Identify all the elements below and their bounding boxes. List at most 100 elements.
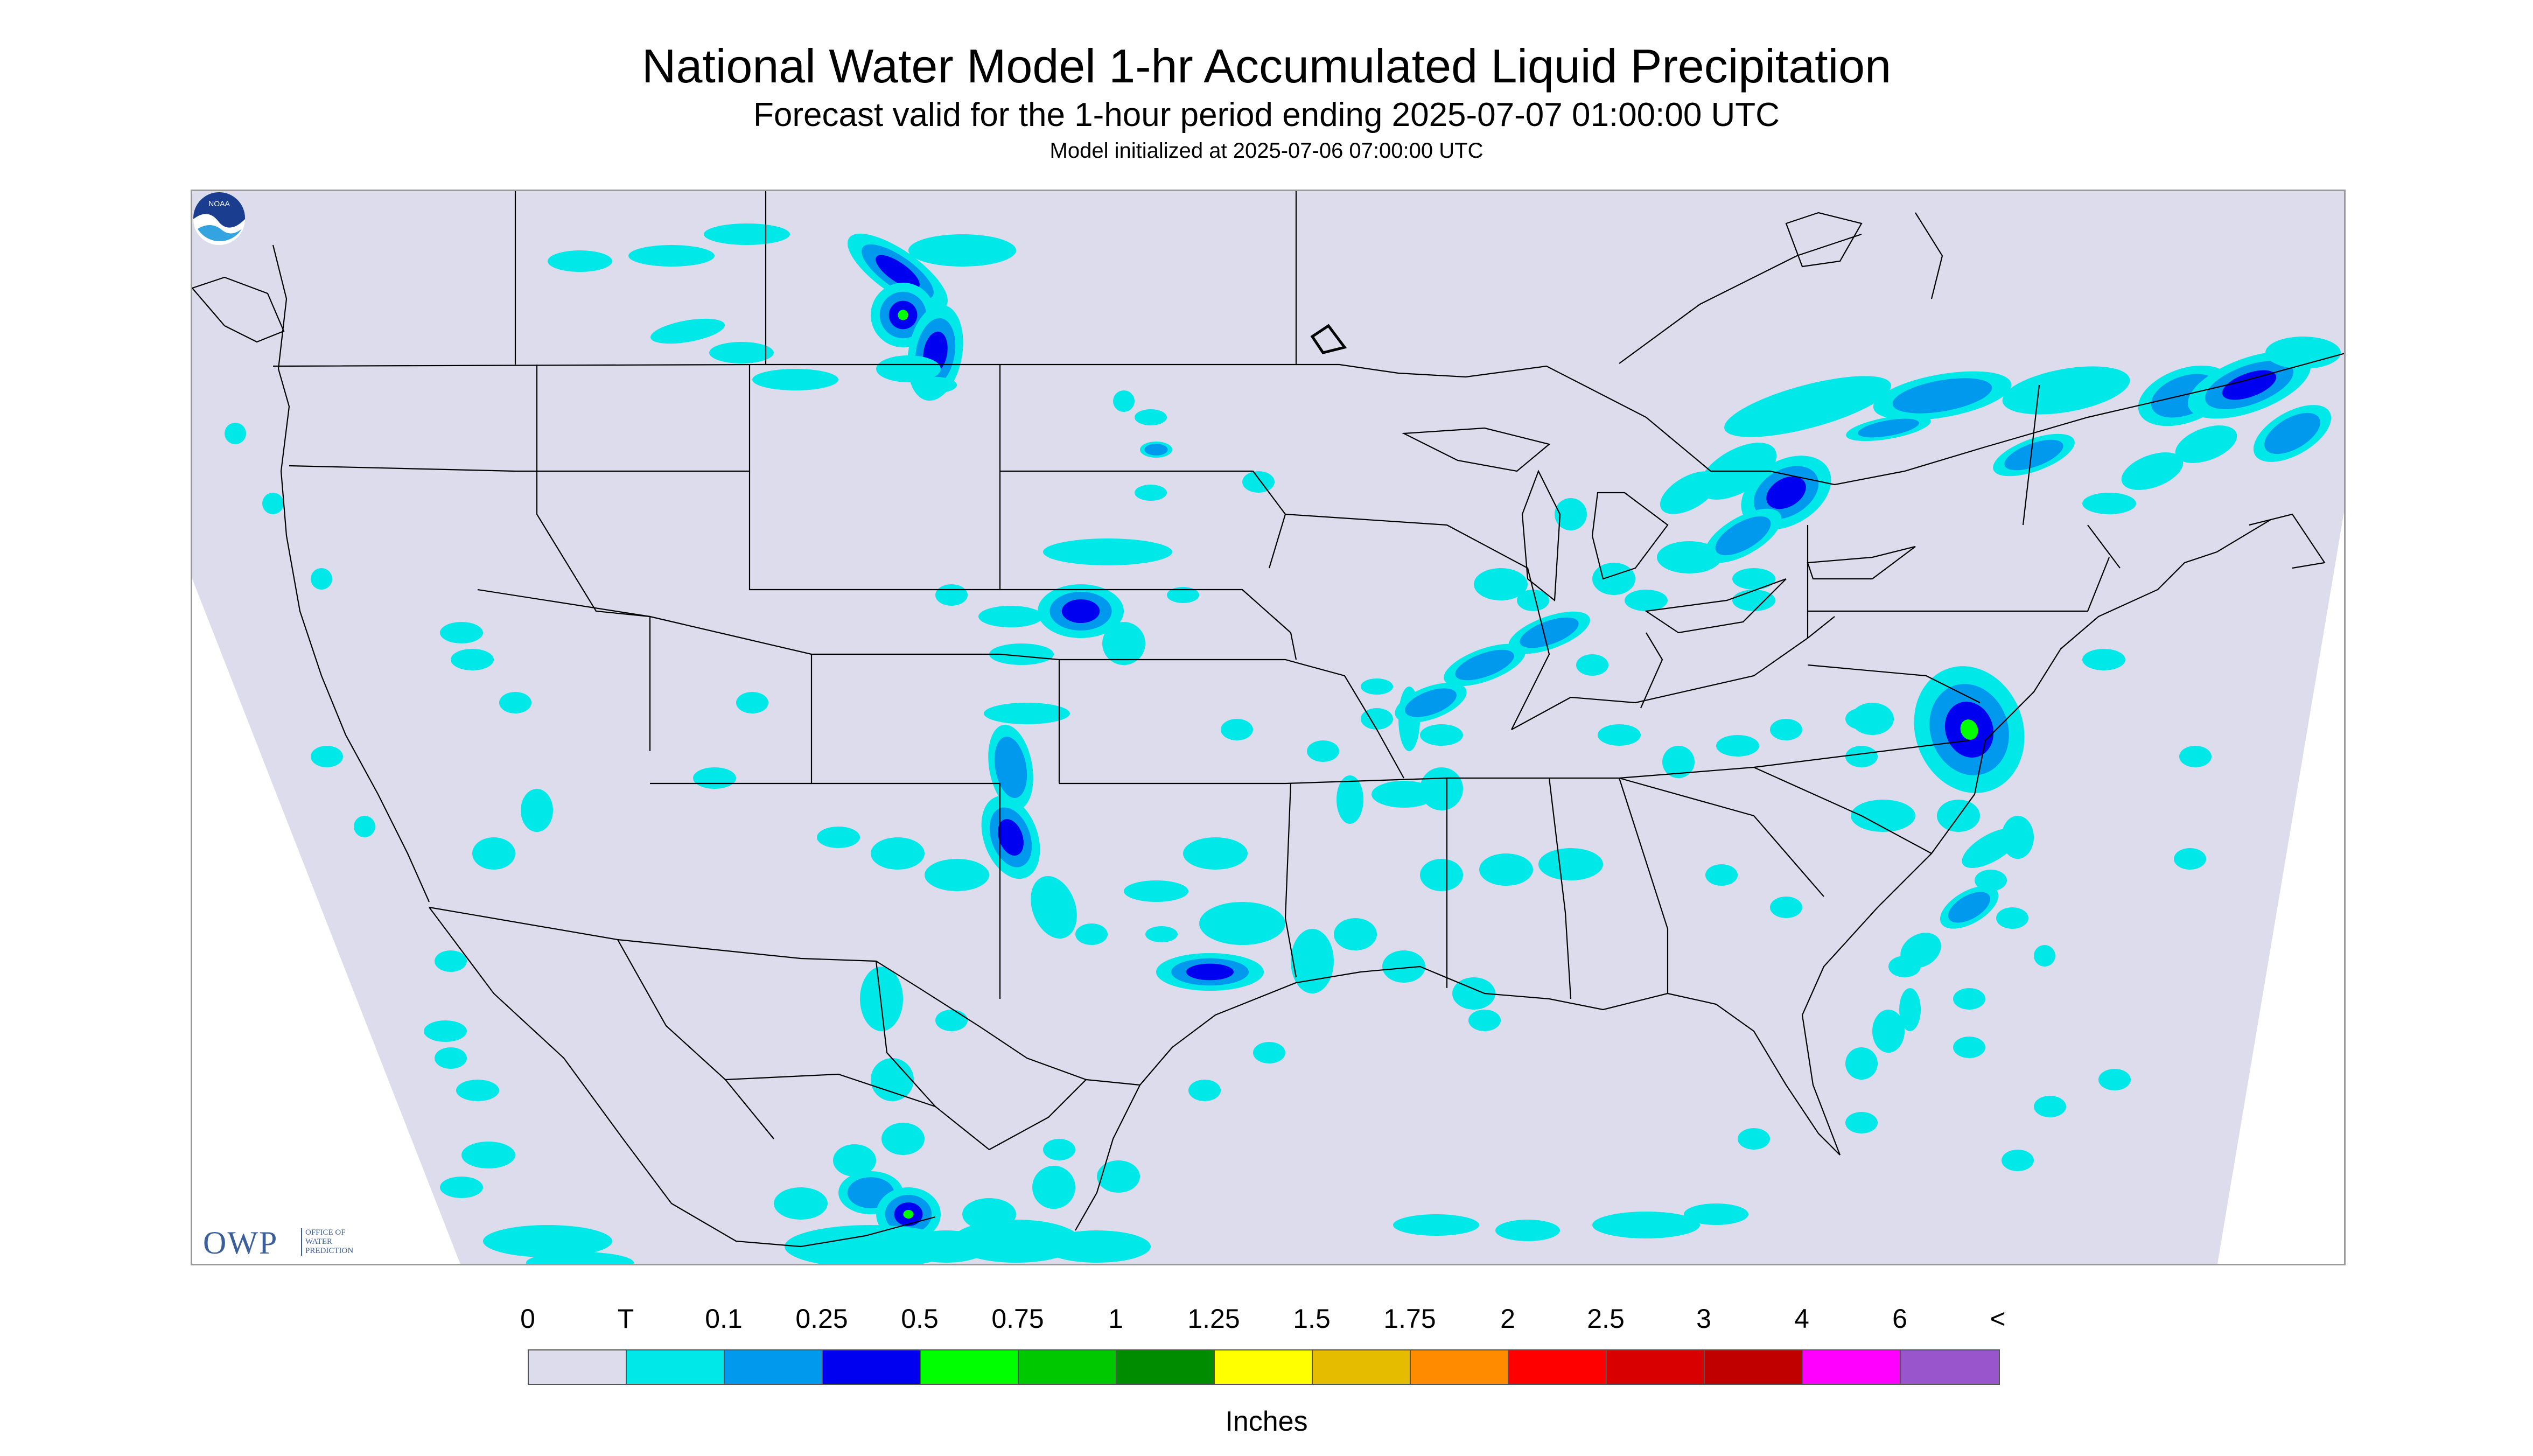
precipitation-cell — [860, 967, 903, 1031]
legend-label: 2 — [1500, 1304, 1515, 1334]
owp-logo: OWP OFFICE OF WATER PREDICTION — [203, 1225, 375, 1263]
precipitation-cell — [1479, 853, 1533, 886]
precipitation-cell — [1766, 476, 1806, 509]
precipitation-cell — [1538, 848, 1603, 880]
precipitation-cell — [1996, 907, 2028, 929]
precipitation-cell — [1113, 390, 1135, 412]
precipitation-cell — [1892, 378, 1992, 414]
precipitation-cell — [472, 837, 515, 870]
legend-swatch — [1607, 1350, 1705, 1384]
precipitation-cell — [1337, 775, 1363, 824]
precipitation-cell — [1474, 568, 1528, 600]
precipitation-cell — [704, 223, 790, 245]
legend-swatch — [823, 1350, 921, 1384]
precipitation-cell — [876, 255, 920, 289]
precipitation-cell — [2222, 370, 2277, 400]
precipitation-cell — [1043, 1139, 1075, 1160]
owp-logo-word: OWP — [203, 1225, 278, 1261]
legend-label: T — [617, 1304, 634, 1334]
noaa-logo-icon: NOAA — [193, 192, 245, 245]
precipitation-cell — [876, 355, 941, 382]
precipitation-cell — [1684, 1203, 1748, 1225]
legend-swatch — [1509, 1350, 1607, 1384]
map-subtitle: Forecast valid for the 1-hour period end… — [753, 96, 1780, 134]
precipitation-cell — [262, 493, 284, 514]
legend-label: 0.25 — [795, 1304, 848, 1334]
precipitation-cell — [2098, 1069, 2131, 1090]
precipitation-cell — [994, 737, 1027, 798]
precipitation-cell — [1592, 1212, 1700, 1238]
precipitation-cell — [1495, 1220, 1560, 1241]
precipitation-cell — [2175, 425, 2237, 463]
legend-swatch — [1901, 1350, 1999, 1384]
model-init-line: Model initialized at 2025-07-06 07:00:00… — [1049, 139, 1484, 163]
precipitation-cell — [1420, 859, 1463, 891]
precipitation-cell — [2002, 1150, 2034, 1171]
precipitation-cell — [752, 369, 838, 390]
precipitation-cell — [1420, 767, 1463, 810]
precipitation-cell — [1455, 649, 1514, 681]
precipitation-cell — [311, 746, 343, 767]
precipitation-cell — [1953, 1037, 1985, 1058]
precipitation-cell — [903, 1230, 989, 1263]
precipitation-cell — [1253, 1042, 1285, 1063]
precipitation-cell — [526, 1252, 634, 1264]
precipitation-cell — [1899, 988, 1921, 1031]
legend-label: 1.25 — [1187, 1304, 1240, 1334]
precipitation-cell — [1242, 471, 1275, 493]
precipitation-cell — [1135, 409, 1167, 425]
precipitation-cell — [908, 234, 1016, 267]
precipitation-cell — [1851, 800, 1915, 832]
precipitation-cell — [989, 643, 1054, 665]
precipitation-cell — [1625, 590, 1668, 611]
precipitation-cell — [1975, 870, 2007, 891]
legend-units: Inches — [1225, 1406, 1308, 1437]
precipitation-cell — [1662, 746, 1695, 778]
precipitation-cell — [2082, 649, 2125, 670]
precipitation-cell — [2002, 366, 2130, 415]
legend-swatch — [1117, 1350, 1215, 1384]
precipitation-cell — [898, 310, 908, 320]
precipitation-cell — [1948, 892, 1990, 923]
legend-swatch — [1313, 1350, 1411, 1384]
precipitation-cell — [1716, 735, 1759, 757]
precipitation-cell — [456, 1080, 499, 1101]
legend-swatch — [725, 1350, 823, 1384]
precipitation-cell — [1361, 678, 1393, 695]
precipitation-cell — [1124, 880, 1188, 902]
precipitation-cell — [1221, 719, 1253, 740]
legend-label: 0.75 — [991, 1304, 1044, 1334]
precipitation-cell — [1845, 1112, 1878, 1133]
legend-label: 0 — [520, 1304, 535, 1334]
precipitation-cell — [311, 568, 332, 590]
precipitation-cell — [2174, 848, 2206, 870]
precipitation-cell — [1960, 719, 1978, 740]
precipitation-cell — [1517, 590, 1549, 611]
precipitation-cell — [1145, 926, 1178, 942]
legend-colorbar — [528, 1349, 2000, 1385]
legend-swatch — [1019, 1350, 1117, 1384]
precipitation-cell — [435, 950, 467, 972]
precipitation-cell — [1738, 1128, 1770, 1150]
precipitation-cell — [2002, 816, 2034, 859]
precipitation-cell — [225, 423, 246, 444]
precipitation-cell — [1307, 740, 1339, 762]
precipitation-cell — [1845, 1047, 1878, 1080]
legend-label: 0.5 — [901, 1304, 939, 1334]
precipitation-cell — [1144, 444, 1168, 456]
legend-label: < — [1990, 1304, 2006, 1334]
precipitation-cell — [935, 1010, 968, 1031]
precipitation-cell — [935, 584, 968, 606]
legend-swatch — [1803, 1350, 1901, 1384]
legend-label: 1.75 — [1383, 1304, 1436, 1334]
precipitation-cell — [440, 1177, 483, 1198]
noaa-logo-word: NOAA — [208, 199, 230, 208]
precipitation-cell — [1405, 688, 1457, 717]
precipitation-cell — [1043, 1230, 1151, 1263]
precipitation-cell — [1361, 708, 1393, 730]
precipitation-cell — [521, 789, 553, 832]
precipitation-cell — [1167, 587, 1199, 603]
precipitation-cell — [1705, 864, 1738, 886]
legend-label: 4 — [1794, 1304, 1809, 1334]
legend-label: 0.1 — [705, 1304, 743, 1334]
